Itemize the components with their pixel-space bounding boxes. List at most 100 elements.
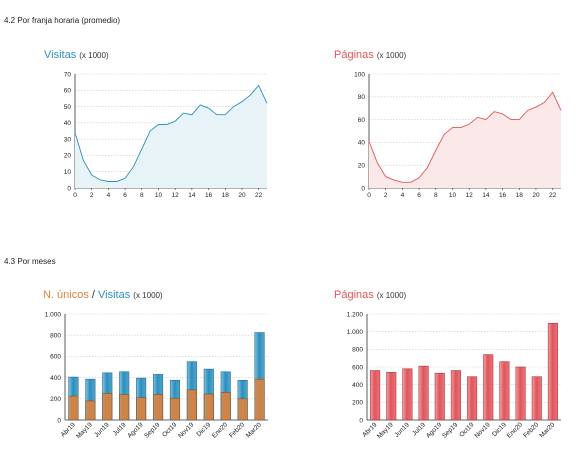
visitas-hourly-xtick-label: 20	[238, 192, 246, 199]
paginas-monthly-bar-paginas	[515, 366, 526, 421]
visitas-hourly-xtick-label: 14	[188, 192, 196, 199]
visitas-hourly-area-fill	[75, 85, 267, 188]
paginas-monthly-bar-paginas	[402, 368, 413, 421]
paginas-hourly-xtick-label: 10	[449, 192, 457, 199]
paginas-hourly-ytick-label: 100	[354, 71, 365, 78]
paginas-monthly-xtick-label: Nov19	[473, 421, 492, 440]
paginas-hourly-area-fill	[369, 92, 561, 188]
chart-title-unicos-unit: (x 1000)	[133, 291, 163, 300]
unicos-visitas-monthly-xtick-label: Nov19	[177, 421, 196, 440]
paginas-hourly-xtick-label: 8	[434, 192, 438, 199]
paginas-hourly-xtick-label: 20	[532, 192, 540, 199]
unicos-visitas-monthly-bar-unicos	[186, 389, 197, 421]
chart-title-visitas-main: Visitas	[44, 49, 77, 61]
paginas-monthly-xtick-label: Oct19	[458, 421, 475, 438]
paginas-monthly-bar-paginas	[450, 370, 461, 421]
visitas-hourly-ytick-label: 40	[64, 120, 72, 127]
unicos-visitas-monthly-xtick-label: Dic19	[196, 421, 213, 438]
visitas-hourly-xtick-label: 16	[205, 192, 213, 199]
visitas-hourly-ytick-label: 10	[64, 169, 72, 176]
paginas-hourly-xtick-label: 12	[466, 192, 474, 199]
visitas-hourly-ytick-label: 20	[64, 153, 72, 160]
visitas-hourly-series-line	[74, 84, 268, 182]
paginas-monthly-xtick-label: Feb20	[522, 421, 540, 439]
paginas-hourly-xtick-label: 16	[499, 192, 507, 199]
paginas-monthly-ytick-label: 400	[352, 382, 363, 389]
paginas-hourly-xtick-label: 14	[482, 192, 490, 199]
paginas-monthly-ytick-label: 600	[352, 364, 363, 371]
visitas-hourly-xtick-label: 0	[73, 192, 77, 199]
unicos-visitas-monthly-bar-unicos	[85, 400, 96, 421]
section-title-hourly: 4.2 Por franja horaria (promedio)	[4, 16, 121, 25]
unicos-visitas-monthly-xtick-label: Mar20	[245, 421, 263, 439]
paginas-monthly-ytick-label: 1.000	[347, 329, 364, 336]
unicos-visitas-monthly-xtick-label: Feb20	[228, 421, 246, 439]
visitas-hourly-ytick-label: 70	[64, 71, 72, 78]
unicos-visitas-monthly-bar-unicos	[152, 394, 164, 421]
paginas-monthly-bar-paginas	[547, 322, 558, 421]
paginas-hourly-ytick-label: 80	[358, 94, 366, 101]
paginas-monthly-bar-paginas	[434, 372, 445, 421]
paginas-monthly-bar-paginas	[531, 376, 542, 421]
unicos-visitas-monthly-bar-unicos	[68, 395, 79, 421]
unicos-visitas-monthly-xtick-label: Ene20	[211, 421, 230, 440]
chart-title-paginas-monthly-main: Páginas	[334, 289, 374, 301]
chart-title-paginas-hourly: Páginas (x 1000)	[334, 49, 406, 61]
paginas-monthly-bar-paginas	[418, 365, 429, 421]
unicos-visitas-monthly-ytick-label: 0	[57, 417, 61, 424]
paginas-hourly-xtick-label: 0	[367, 192, 371, 199]
paginas-hourly-ytick-label: 40	[358, 140, 366, 147]
paginas-monthly-bar-paginas	[386, 371, 397, 421]
chart-title-paginas-monthly-unit: (x 1000)	[376, 291, 407, 300]
unicos-visitas-monthly-bar-unicos	[169, 397, 181, 421]
visitas-hourly-xtick-label: 4	[107, 192, 111, 199]
paginas-hourly-ytick-label: 20	[358, 163, 366, 170]
chart-title-visitas: Visitas (x 1000)	[44, 49, 109, 61]
chart-title-unicos-visitas: N. únicos / Visitas (x 1000)	[43, 289, 163, 301]
unicos-visitas-monthly-ytick-label: 200	[50, 396, 61, 403]
chart-title-unicos-sep: /	[88, 289, 99, 301]
visitas-hourly-xtick-label: 10	[155, 192, 163, 199]
paginas-monthly-xtick-label: Sep19	[441, 421, 460, 440]
paginas-hourly-xtick-label: 2	[384, 192, 388, 199]
chart-title-paginas-hourly-unit: (x 1000)	[376, 51, 407, 60]
unicos-visitas-monthly-xtick-label: Ago19	[126, 421, 145, 440]
paginas-monthly-bar-paginas	[483, 354, 494, 421]
chart-title-paginas-monthly: Páginas (x 1000)	[334, 289, 406, 301]
unicos-visitas-monthly-bar-unicos	[254, 378, 265, 421]
paginas-monthly-xtick-label: Ago19	[425, 421, 444, 440]
paginas-hourly-series-line	[368, 91, 562, 183]
unicos-visitas-monthly-bar-unicos	[102, 393, 113, 421]
paginas-monthly-xtick-label: May19	[376, 421, 395, 440]
unicos-visitas-monthly-ytick-label: 400	[50, 375, 61, 382]
visitas-hourly-ytick-label: 0	[67, 185, 71, 192]
paginas-hourly-xtick-label: 22	[549, 192, 557, 199]
visitas-hourly-xtick-label: 2	[90, 192, 94, 199]
unicos-visitas-monthly-bar-unicos	[203, 393, 214, 421]
chart-title-visitas-unit: (x 1000)	[79, 51, 109, 60]
unicos-visitas-monthly-ytick-label: 1.000	[45, 311, 62, 318]
paginas-monthly-bar-paginas	[499, 361, 510, 421]
unicos-visitas-monthly-xtick-label: Sep19	[143, 421, 162, 440]
visitas-hourly-xtick-label: 18	[222, 192, 230, 199]
unicos-visitas-monthly-ytick-label: 600	[50, 354, 61, 361]
visitas-hourly-xtick-label: 22	[255, 192, 263, 199]
paginas-monthly-ytick-label: 1.200	[347, 311, 364, 318]
unicos-visitas-monthly-xtick-label: May19	[75, 421, 94, 440]
paginas-monthly-ytick-label: 0	[359, 417, 363, 424]
unicos-visitas-monthly-bar-unicos	[119, 394, 130, 421]
paginas-monthly-ytick-label: 800	[352, 347, 363, 354]
chart-title-unicos-part1: N. únicos	[43, 289, 89, 301]
visitas-hourly-ytick-label: 50	[64, 104, 72, 111]
visitas-hourly-xtick-label: 12	[172, 192, 180, 199]
visitas-hourly-ytick-label: 30	[64, 136, 72, 143]
visitas-hourly-xtick-label: 6	[123, 192, 127, 199]
section-title-monthly: 4.3 Por meses	[4, 257, 56, 266]
paginas-monthly-xtick-label: Mar20	[538, 421, 556, 439]
unicos-visitas-monthly-xtick-label: Jun19	[93, 421, 111, 439]
unicos-visitas-monthly-bar-unicos	[237, 398, 248, 421]
unicos-visitas-monthly-ytick-label: 800	[50, 333, 61, 340]
paginas-hourly-ytick-label: 60	[358, 117, 366, 124]
unicos-visitas-monthly-xtick-label: Oct19	[161, 421, 178, 438]
